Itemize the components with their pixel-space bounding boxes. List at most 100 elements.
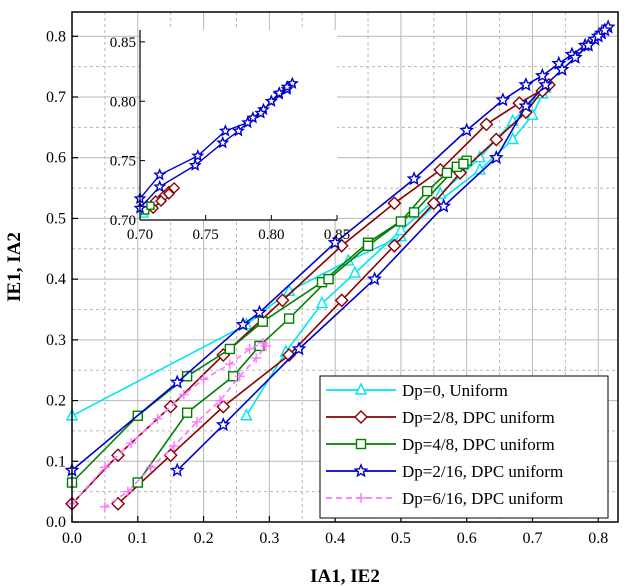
x-tick-label: 0.8 [588, 530, 608, 547]
star-marker [518, 77, 534, 92]
diamond-marker [479, 117, 494, 132]
diamond-marker [275, 293, 290, 308]
star-marker [235, 316, 251, 332]
inset-x-tick-label: 0.75 [193, 227, 219, 243]
legend-label: Dp=2/8, DPC uniform [402, 408, 555, 427]
x-tick-label: 0.3 [259, 530, 279, 547]
diamond-marker [162, 187, 175, 200]
plus-marker [126, 438, 137, 449]
diamond-marker [155, 195, 168, 207]
star-marker [216, 135, 230, 149]
square-marker [283, 313, 295, 324]
x-tick-label: 0.1 [128, 530, 148, 547]
diamond-marker [168, 181, 181, 194]
plus-marker [178, 389, 189, 400]
square-marker [408, 207, 420, 218]
square-marker [355, 438, 367, 450]
star-marker [436, 198, 452, 213]
square-marker [323, 273, 334, 285]
star-marker [241, 115, 255, 129]
plus-marker [99, 501, 110, 512]
star-marker [495, 92, 511, 107]
x-tick-label: 0.4 [325, 530, 345, 547]
y-tick-label: 0.4 [46, 271, 66, 288]
plus-marker [224, 359, 235, 370]
axis-ticks: 0.0 0.1 0.2 0.3 0.4 0.5 0.6 0.7 0.8 0.0 0.1 0.2 0.3 0… [46, 28, 608, 547]
plus-marker [152, 413, 163, 424]
inset-ticks: 0.70 0.75 0.80 0.85 0.70 0.75 0.80 0.85 [110, 35, 350, 243]
x-tick-label: 0.7 [522, 530, 542, 547]
diamond-marker [387, 196, 402, 211]
inset-plot: 0.70 0.75 0.80 0.85 0.70 0.75 0.80 0.85 [110, 30, 350, 243]
star-marker [291, 341, 307, 356]
series-4 [64, 19, 616, 477]
series-3 [66, 155, 472, 488]
triangle-marker [394, 223, 408, 236]
star-marker [169, 374, 185, 389]
star-marker [580, 37, 596, 52]
x-tick-label: 0.0 [62, 530, 82, 547]
star-marker [246, 111, 260, 124]
series-5 [67, 337, 272, 512]
plus-marker [215, 395, 226, 406]
legend: Dp=0, Uniform Dp=2/8, DPC uniform Dp=4/8, … [319, 375, 609, 519]
star-marker [327, 234, 343, 250]
star-marker [406, 171, 422, 186]
y-tick-label: 0.1 [46, 453, 66, 470]
star-marker [567, 49, 583, 64]
y-tick-label: 0.2 [46, 393, 66, 410]
square-marker [458, 158, 469, 169]
y-tick-label: 0.3 [46, 332, 66, 349]
inset-y-tick-label: 0.75 [110, 154, 136, 170]
diamond-marker [489, 132, 504, 147]
star-marker [254, 106, 268, 119]
inset-x-tick-label: 0.70 [127, 227, 153, 243]
legend-entry: Dp=6/16, DPC uniform [326, 489, 563, 508]
plus-marker [191, 416, 202, 427]
legend-entry: Dp=2/8, DPC uniform [326, 408, 555, 427]
legend-entry: Dp=2/16, DPC uniform [326, 462, 563, 481]
y-tick-label: 0.6 [46, 150, 66, 167]
square-marker [181, 371, 193, 382]
star-marker [252, 304, 267, 319]
series-line [71, 341, 268, 508]
star-marker [169, 462, 185, 477]
star-marker [590, 28, 606, 43]
star-marker [353, 463, 369, 478]
y-tick-label: 0.8 [46, 28, 66, 45]
diamond-marker [387, 238, 402, 253]
square-marker [181, 407, 193, 418]
legend-entry: Dp=0, Uniform [326, 381, 508, 400]
plus-marker [356, 493, 366, 503]
legend-entry: Dp=4/8, DPC uniform [326, 435, 555, 454]
star-marker [597, 22, 613, 37]
diamond-marker [334, 293, 349, 308]
inset-y-tick-label: 0.80 [110, 94, 136, 110]
square-marker [395, 216, 407, 227]
star-marker [459, 122, 475, 137]
star-marker [232, 124, 245, 137]
square-marker [441, 167, 453, 179]
diamond-marker [426, 196, 441, 211]
inset-y-tick-label: 0.70 [110, 213, 136, 229]
star-marker [538, 77, 554, 92]
plus-marker [99, 462, 110, 473]
star-marker [153, 168, 167, 181]
square-marker [362, 240, 374, 251]
y-tick-label: 0.7 [46, 89, 66, 106]
star-marker [272, 86, 286, 99]
legend-label: Dp=4/8, DPC uniform [402, 435, 555, 454]
star-marker [518, 98, 534, 113]
plus-marker [198, 374, 209, 385]
square-marker [146, 201, 155, 210]
x-axis-label: IA1, IE2 [310, 566, 380, 587]
plus-marker [244, 343, 255, 354]
square-marker [224, 343, 236, 355]
triangle-marker [240, 408, 253, 421]
triangle-marker [315, 295, 329, 309]
triangle-marker [354, 382, 368, 395]
square-marker [132, 477, 143, 488]
inset-series-4 [133, 76, 299, 214]
star-marker [554, 61, 570, 77]
